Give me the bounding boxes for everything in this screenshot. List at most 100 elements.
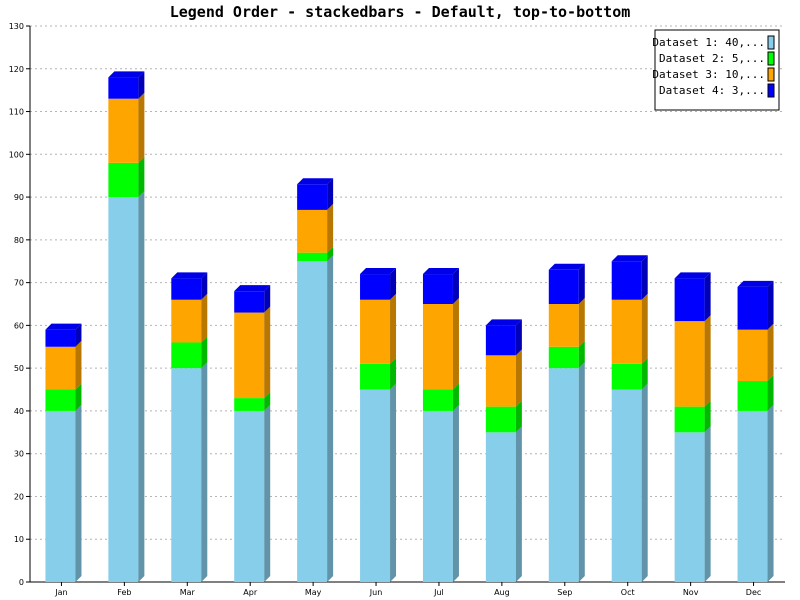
bar-feb-dataset-4: [108, 77, 139, 99]
bar-jun-dataset-3-side: [390, 293, 397, 364]
bar-dec-dataset-2-side: [767, 374, 774, 411]
x-tick-label: Sep: [557, 588, 572, 597]
grid-lines: [30, 25, 785, 540]
bar-apr-dataset-3: [234, 312, 265, 399]
legend-swatch: [767, 67, 775, 82]
bar-oct-dataset-4-top: [611, 255, 648, 262]
y-tick-label: 10: [14, 535, 24, 544]
bar-sep-dataset-3-side: [578, 298, 585, 347]
y-tick-label: 80: [14, 236, 24, 245]
bar-dec-dataset-4-side: [767, 280, 774, 330]
bar-feb-dataset-4-side: [138, 71, 145, 99]
bar-apr-dataset-4-top: [234, 285, 271, 292]
y-tick-label: 120: [9, 65, 24, 74]
x-tick-label: Apr: [243, 588, 258, 597]
bar-feb-dataset-2: [108, 162, 139, 198]
bar-sep-dataset-3: [548, 304, 579, 347]
bar-jan-dataset-1-side: [75, 404, 82, 582]
bar-jul-dataset-3: [422, 304, 453, 390]
bar-mar-dataset-4-side: [201, 272, 208, 300]
bar-may-dataset-4: [297, 184, 328, 210]
bar-mar-dataset-1-side: [201, 362, 208, 582]
bar-feb-dataset-1: [108, 197, 139, 583]
bar-oct-dataset-4: [611, 261, 642, 300]
bar-nov-dataset-3-side: [704, 315, 711, 407]
bar-may-dataset-2: [297, 252, 328, 262]
bar-jan-dataset-3-side: [75, 340, 82, 390]
bar-stack-feb: [108, 71, 145, 583]
bar-mar-dataset-2: [171, 342, 202, 369]
bar-nov-dataset-2: [674, 406, 705, 433]
x-tick-label: Jun: [369, 588, 383, 597]
axes: [29, 26, 785, 583]
bar-jan-dataset-2-side: [75, 383, 82, 411]
bar-sep-dataset-4-side: [578, 263, 585, 304]
bar-dec-dataset-4: [737, 286, 768, 330]
bar-jul-dataset-4-side: [452, 268, 459, 304]
bar-jun-dataset-1: [360, 389, 391, 582]
bar-mar-dataset-4-top: [171, 272, 208, 279]
legend-label: Dataset 1: 40,...: [652, 36, 765, 49]
bar-mar-dataset-4: [171, 278, 202, 300]
x-tick-label: Mar: [180, 588, 196, 597]
x-tick-label: Jul: [433, 588, 444, 597]
bar-jun-dataset-4: [360, 274, 391, 300]
bar-feb-dataset-2-side: [138, 156, 145, 198]
bar-sep-dataset-2: [548, 346, 579, 369]
bar-sep-dataset-1: [548, 368, 579, 582]
bar-apr-dataset-3-side: [264, 306, 271, 399]
bar-dec-dataset-3: [737, 329, 768, 381]
legend-swatch: [767, 83, 775, 98]
legend-label: Dataset 4: 3,...: [659, 84, 765, 97]
x-tick-label: Aug: [494, 588, 510, 597]
bar-stack-nov: [674, 272, 711, 582]
y-tick-label: 110: [9, 108, 24, 117]
bar-nov-dataset-1: [674, 432, 705, 582]
bar-jan-dataset-1: [45, 410, 76, 582]
bar-sep-dataset-2-side: [578, 340, 585, 369]
bar-oct-dataset-2: [611, 363, 642, 390]
bar-nov-dataset-2-side: [704, 400, 711, 433]
y-tick-label: 100: [9, 150, 24, 159]
bar-jul-dataset-1-side: [452, 404, 459, 582]
chart-title: Legend Order - stackedbars - Default, to…: [170, 3, 631, 21]
y-tick-label: 70: [14, 279, 24, 288]
y-tick-label: 90: [14, 193, 24, 202]
bar-nov-dataset-3: [674, 321, 705, 407]
x-tick-label: Dec: [746, 588, 761, 597]
bar-mar-dataset-3-side: [201, 293, 208, 343]
bar-stack-may: [297, 178, 334, 582]
bar-jan-dataset-3: [45, 346, 76, 390]
bar-aug-dataset-4: [485, 325, 516, 356]
bar-may-dataset-1: [297, 261, 328, 582]
bar-jan-dataset-2: [45, 389, 76, 411]
bar-stack-sep: [548, 263, 585, 582]
bar-jan-dataset-4-side: [75, 323, 82, 347]
legend-label: Dataset 3: 10,...: [652, 68, 765, 81]
bar-oct-dataset-3: [611, 299, 642, 364]
bar-jun-dataset-1-side: [390, 383, 397, 582]
bar-jan-dataset-4-top: [45, 323, 82, 330]
bar-may-dataset-2-side: [327, 246, 334, 262]
x-tick-label: Feb: [117, 588, 131, 597]
y-tick-label: 130: [9, 22, 24, 31]
legend-label: Dataset 2: 5,...: [659, 52, 765, 65]
bar-apr-dataset-2: [234, 398, 265, 411]
bar-mar-dataset-1: [171, 368, 202, 582]
bars: [45, 71, 774, 583]
bar-jun-dataset-2-side: [390, 357, 397, 390]
bar-dec-dataset-4-top: [737, 280, 774, 287]
bar-apr-dataset-1-side: [264, 404, 271, 582]
bar-stack-mar: [171, 272, 208, 582]
bar-feb-dataset-4-top: [108, 71, 145, 78]
bar-aug-dataset-2: [485, 406, 516, 433]
x-tick-label: Oct: [621, 588, 635, 597]
bar-dec-dataset-1: [737, 410, 768, 582]
bar-mar-dataset-2-side: [201, 336, 208, 369]
bar-mar-dataset-3: [171, 299, 202, 343]
bar-jul-dataset-3-side: [452, 298, 459, 390]
x-tick-label: May: [305, 588, 322, 597]
y-tick-label: 0: [19, 578, 24, 587]
legend-swatch: [767, 51, 775, 66]
bar-stack-jan: [45, 323, 82, 582]
